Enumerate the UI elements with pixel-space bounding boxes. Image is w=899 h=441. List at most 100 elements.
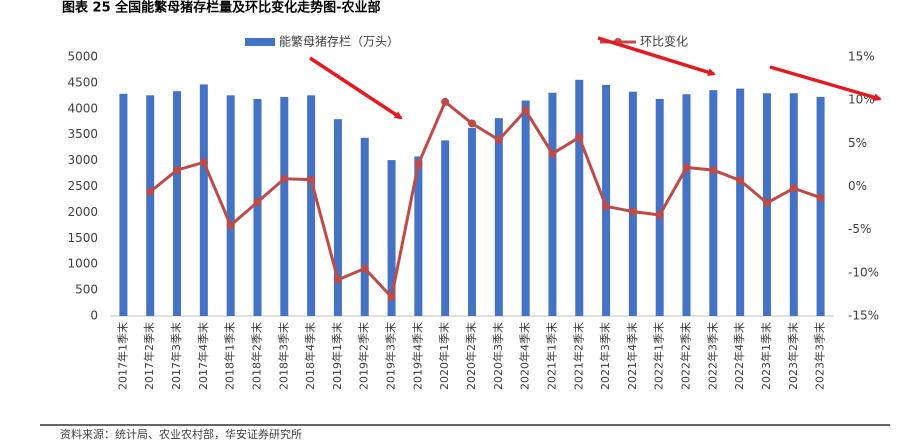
bar: [575, 79, 584, 317]
x-tick-label: 2023年3季末: [813, 322, 827, 390]
y-tick-label: 4000: [67, 101, 98, 115]
line-marker: [414, 160, 423, 169]
y-tick-label: 4500: [67, 75, 98, 89]
x-tick-label: 2021年4季末: [625, 322, 639, 390]
y-tick-label: 2000: [67, 205, 98, 219]
line-marker: [548, 149, 557, 158]
x-tick-label: 2019年4季末: [410, 322, 424, 390]
line-marker: [307, 175, 316, 184]
x-tick-label: 2022年4季末: [732, 322, 746, 390]
source: 资料来源：统计局、农业农村部，华安证券研究所: [60, 427, 302, 441]
x-tick-label: 2020年2季末: [464, 322, 478, 390]
line-marker: [441, 97, 450, 106]
y2-tick-label: 0%: [848, 179, 867, 193]
line-marker: [146, 187, 155, 196]
bar: [441, 140, 450, 316]
y2-tick-label: -5%: [848, 222, 871, 236]
bar: [655, 98, 664, 316]
y-tick-label: 5000: [67, 50, 98, 64]
y-tick-label: 1000: [67, 257, 98, 271]
bar: [521, 100, 530, 317]
line-marker: [655, 210, 664, 219]
arrow: [769, 65, 882, 102]
bar: [736, 88, 745, 317]
bar: [146, 95, 155, 316]
line-marker: [253, 198, 262, 207]
line-marker: [468, 119, 476, 128]
x-tick-label: 2023年1季末: [759, 322, 773, 390]
line-marker: [226, 221, 235, 230]
x-tick-label: 2021年2季末: [571, 322, 585, 390]
x-tick-label: 2018年1季末: [223, 322, 237, 390]
x-tick-label: 2017年4季末: [196, 322, 210, 390]
line-marker: [387, 293, 396, 302]
bar: [280, 96, 289, 316]
arrow: [597, 36, 716, 77]
bar: [173, 91, 182, 316]
bar: [709, 90, 718, 316]
line-marker: [360, 264, 369, 273]
y-tick-label: 1500: [67, 231, 98, 245]
line-marker: [709, 166, 718, 175]
y-tick-label: 0: [90, 309, 98, 323]
bar: [682, 94, 691, 317]
y2-tick-label: -10%: [848, 265, 879, 279]
bar: [199, 84, 208, 316]
x-tick-label: 2023年2季末: [786, 322, 800, 390]
legend-swatch: [245, 38, 275, 46]
y-tick-label: 3000: [67, 153, 98, 167]
y-tick-label: 500: [75, 283, 98, 297]
bar: [333, 119, 342, 316]
bar: [628, 91, 637, 317]
bar: [387, 160, 396, 316]
x-tick-label: 2022年2季末: [679, 322, 693, 390]
x-tick-label: 2022年1季末: [652, 322, 666, 390]
x-tick-label: 2017年1季末: [115, 322, 129, 390]
x-tick-label: 2021年1季末: [544, 322, 558, 390]
bar: [548, 92, 557, 316]
line-marker: [816, 193, 825, 202]
chart-title: 图表 25 全国能繁母猪存栏量及环比变化走势图-农业部: [62, 0, 381, 16]
y-tick-label: 3500: [67, 127, 98, 141]
x-tick-label: 2020年1季末: [437, 322, 451, 390]
line-marker: [173, 166, 182, 175]
x-tick-label: 2017年2季末: [142, 322, 156, 390]
x-tick-label: 2020年4季末: [518, 322, 532, 390]
line-marker: [602, 202, 611, 211]
x-tick-label: 2019年3季末: [384, 322, 398, 390]
bar: [307, 95, 316, 316]
y2-tick-label: -15%: [848, 309, 879, 323]
x-tick-label: 2020年3季末: [491, 322, 505, 390]
x-tick-label: 2019年1季末: [330, 322, 344, 390]
bar: [226, 95, 235, 316]
line-marker: [682, 163, 691, 172]
y2-tick-label: 5%: [848, 136, 867, 150]
line-marker: [762, 198, 771, 207]
bar: [816, 96, 825, 316]
x-tick-label: 2017年3季末: [169, 322, 183, 390]
bar: [414, 156, 423, 316]
annotation-arrows: [309, 36, 882, 120]
x-tick-label: 2021年3季末: [598, 322, 612, 390]
bar: [789, 93, 798, 316]
line-marker: [575, 133, 584, 142]
y2-tick-label: 15%: [848, 50, 875, 64]
x-tick-label: 2022年3季末: [705, 322, 719, 390]
x-tick-label: 2018年4季末: [303, 322, 317, 390]
bar: [253, 98, 262, 316]
line-marker: [494, 135, 503, 144]
y-tick-label: 2500: [67, 179, 98, 193]
line-marker: [199, 158, 208, 167]
bar: [602, 84, 611, 316]
line-marker: [521, 106, 530, 115]
line-marker: [628, 207, 637, 216]
line-marker: [789, 184, 798, 193]
x-tick-label: 2019年2季末: [357, 322, 371, 390]
bar: [119, 93, 128, 316]
plot: 0 500 1000 1500 2000 2500 3000 3500 4000 4500 5000…: [67, 34, 879, 391]
arrow: [309, 56, 403, 120]
legend-label: 环比变化: [640, 34, 688, 49]
bar: [360, 137, 369, 316]
line-marker: [280, 174, 289, 183]
